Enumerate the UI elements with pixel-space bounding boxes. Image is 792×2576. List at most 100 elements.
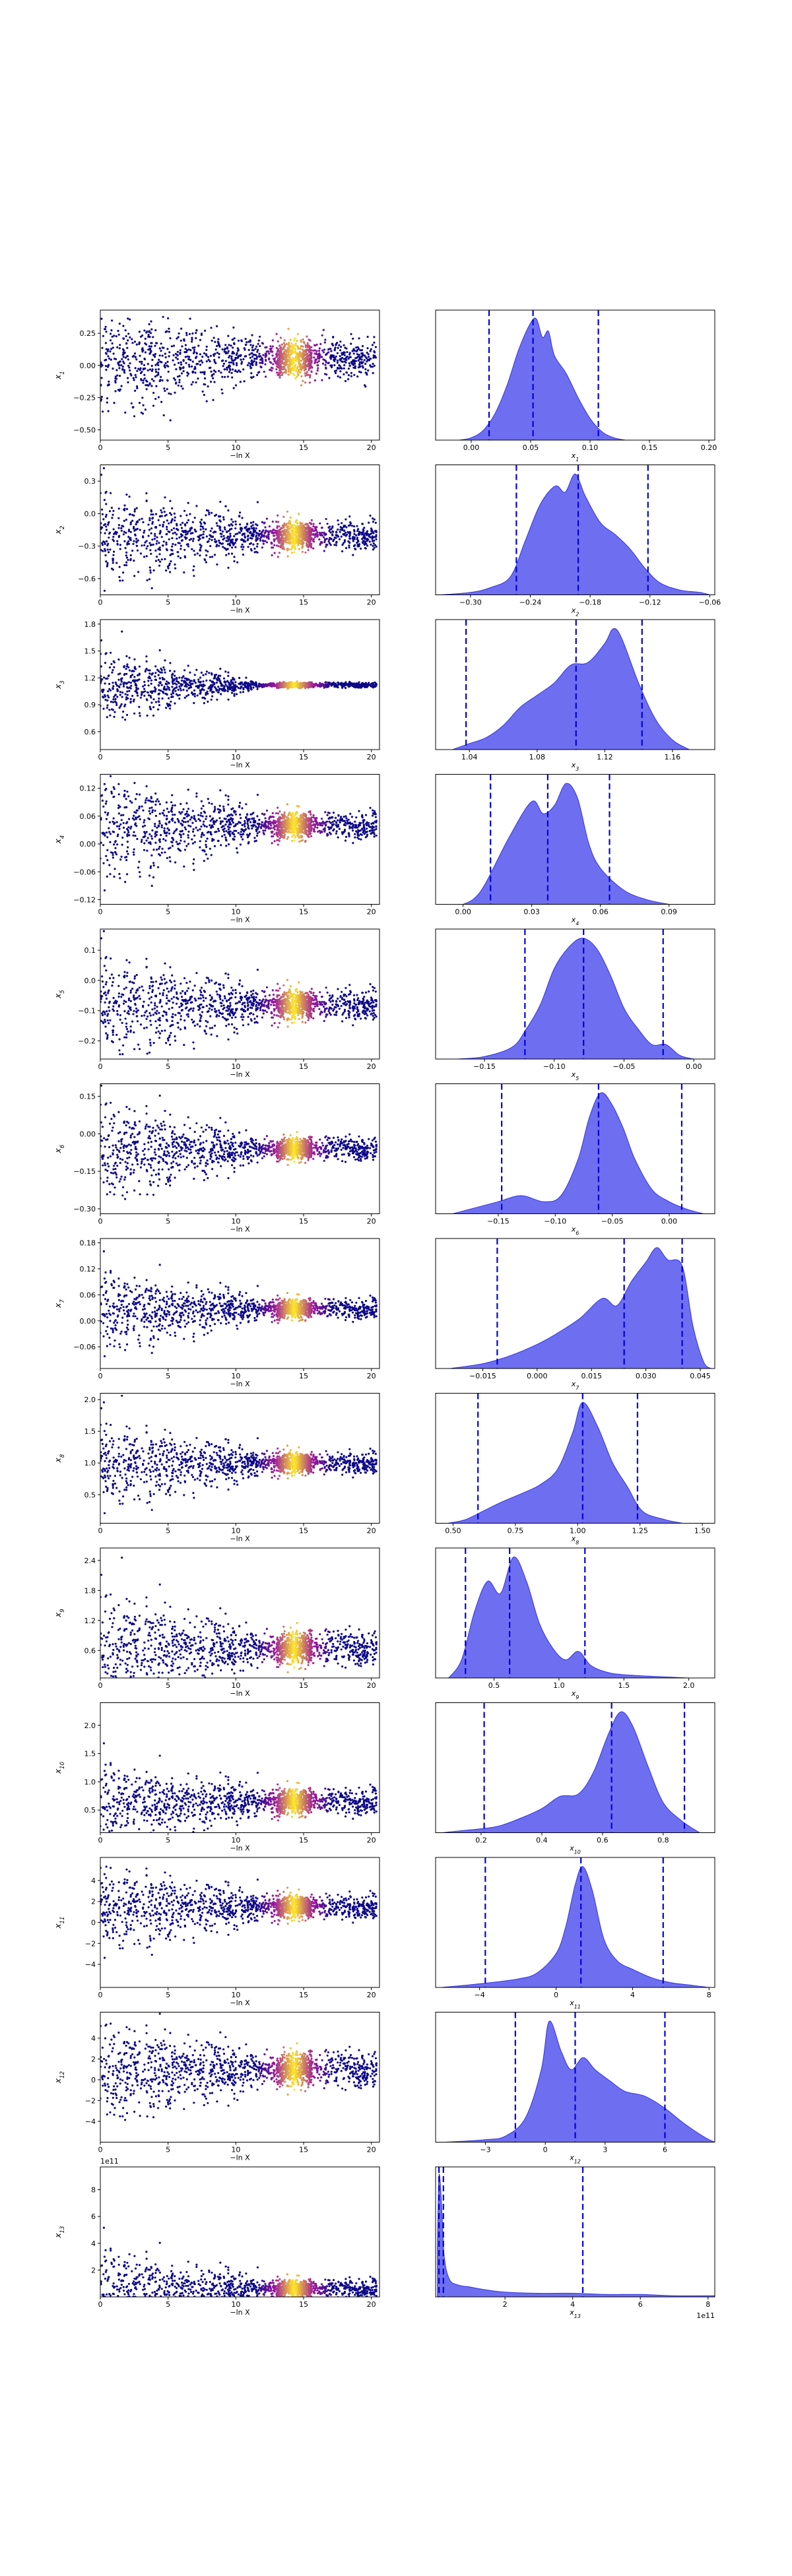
scatter-point xyxy=(155,513,157,515)
scatter-point xyxy=(168,829,170,831)
scatter-point xyxy=(176,684,178,686)
scatter-point xyxy=(253,360,255,362)
scatter-point xyxy=(160,690,162,692)
scatter-point xyxy=(225,360,227,362)
scatter-point xyxy=(102,844,104,846)
scatter-point xyxy=(104,543,106,545)
scatter-point xyxy=(126,663,128,665)
scatter-point xyxy=(113,796,115,798)
scatter-point xyxy=(156,542,158,544)
scatter-point xyxy=(282,538,284,540)
scatter-point xyxy=(216,325,218,327)
scatter-point xyxy=(234,689,236,691)
scatter-point xyxy=(145,802,147,804)
scatter-point xyxy=(158,565,160,567)
scatter-point xyxy=(146,499,148,501)
scatter-point xyxy=(118,828,120,830)
scatter-point xyxy=(156,827,158,829)
scatter-point xyxy=(179,375,181,377)
scatter-point xyxy=(328,540,330,542)
scatter-point xyxy=(192,381,194,383)
scatter-point xyxy=(183,821,185,823)
scatter-point xyxy=(366,347,368,349)
scatter-point xyxy=(186,349,188,351)
scatter-point xyxy=(148,818,150,820)
scatter-point xyxy=(339,538,341,540)
scatter-point xyxy=(112,701,114,703)
scatter-point xyxy=(309,374,311,376)
scatter-point xyxy=(370,348,372,350)
scatter-point xyxy=(195,682,197,684)
scatter-point xyxy=(143,821,145,823)
scatter-point xyxy=(134,511,136,513)
scatter-point xyxy=(131,802,133,804)
scatter-point xyxy=(224,376,226,378)
scatter-point xyxy=(234,693,236,695)
scatter-point xyxy=(164,839,166,841)
scatter-point xyxy=(125,335,127,337)
scatter-point xyxy=(327,348,329,350)
scatter-point xyxy=(127,536,129,538)
scatter-point xyxy=(265,360,267,362)
scatter-point xyxy=(279,542,280,544)
scatter-point xyxy=(187,532,189,534)
scatter-point xyxy=(185,695,187,697)
scatter-point xyxy=(178,556,180,558)
scatter-point xyxy=(295,370,297,371)
scatter-point xyxy=(180,545,182,547)
scatter-point xyxy=(116,374,118,376)
scatter-point xyxy=(215,348,217,350)
scatter-point xyxy=(119,548,121,550)
scatter-point xyxy=(262,342,264,344)
scatter-point xyxy=(145,343,147,345)
scatter-point xyxy=(242,368,244,370)
scatter-point xyxy=(154,353,156,355)
scatter-point xyxy=(361,523,363,525)
scatter-point xyxy=(117,659,119,660)
scatter-point xyxy=(154,550,156,552)
scatter-point xyxy=(242,691,244,693)
scatter-point xyxy=(304,552,306,554)
scatter-point xyxy=(200,534,202,536)
scatter-point xyxy=(146,540,148,542)
scatter-point xyxy=(341,544,343,546)
scatter-point xyxy=(172,818,174,820)
scatter-point xyxy=(106,716,108,718)
scatter-point xyxy=(113,551,115,553)
scatter-point xyxy=(319,534,321,536)
scatter-point xyxy=(172,683,174,685)
scatter-point xyxy=(123,356,125,358)
scatter-point xyxy=(197,363,199,365)
scatter-point xyxy=(159,379,161,381)
scatter-point xyxy=(222,348,224,350)
scatter-point xyxy=(130,685,132,687)
scatter-point xyxy=(258,371,260,373)
scatter-point xyxy=(255,527,257,529)
scatter-point xyxy=(104,499,106,501)
scatter-point xyxy=(304,370,306,371)
scatter-point xyxy=(166,544,168,546)
scatter-point xyxy=(168,538,170,540)
scatter-point xyxy=(211,695,213,697)
scatter-point xyxy=(136,838,138,840)
scatter-point xyxy=(185,802,187,804)
scatter-point xyxy=(373,354,375,356)
scatter-point xyxy=(248,362,250,364)
scatter-point xyxy=(158,368,160,370)
scatter-point xyxy=(323,351,325,353)
scatter-point xyxy=(206,346,208,348)
scatter-point xyxy=(271,542,273,544)
scatter-point xyxy=(197,694,199,696)
scatter-point xyxy=(137,571,139,573)
x-tick-label: 0.05 xyxy=(523,443,539,452)
scatter-point xyxy=(135,798,137,800)
scatter-point xyxy=(220,521,222,523)
scatter-point xyxy=(290,338,292,340)
scatter-point xyxy=(148,874,150,876)
scatter-point xyxy=(205,354,207,356)
scatter-point xyxy=(106,818,108,820)
scatter-point xyxy=(125,668,127,670)
scatter-point xyxy=(226,367,228,369)
scatter-point xyxy=(170,693,172,695)
scatter-point xyxy=(119,347,121,349)
